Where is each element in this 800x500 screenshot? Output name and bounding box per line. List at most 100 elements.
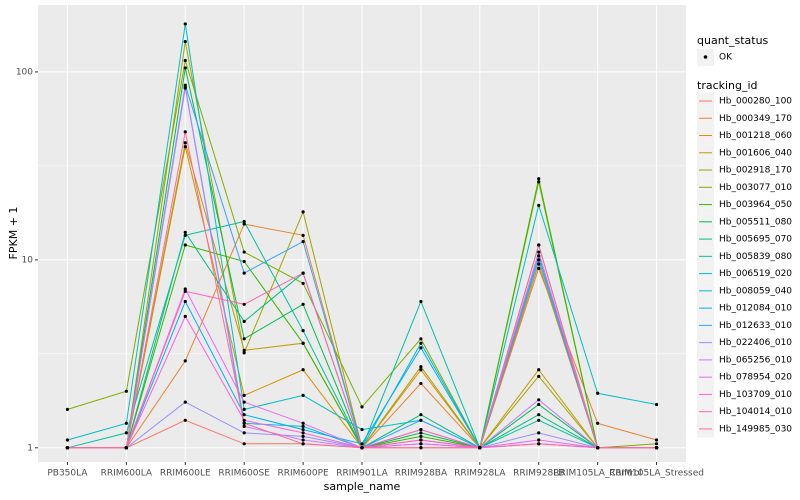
data-point [537, 442, 541, 446]
data-point [124, 389, 128, 393]
data-point [419, 346, 423, 350]
data-point [537, 438, 541, 442]
data-point [183, 58, 187, 63]
x-tick-label: PB350LA [47, 469, 88, 479]
data-point [242, 259, 246, 264]
data-point [478, 446, 482, 450]
x-tick-label: RRIM928LA [454, 469, 506, 479]
x-tick-label: RRIM600LA [101, 469, 153, 479]
data-point [596, 446, 600, 450]
y-tick-label: 10 [22, 255, 34, 265]
data-point [124, 431, 128, 435]
legend-label: OK [719, 53, 733, 63]
data-point [183, 314, 187, 319]
data-point [242, 393, 246, 397]
data-point [183, 141, 187, 145]
data-point [301, 240, 305, 244]
data-point [242, 400, 246, 404]
legend-label: Hb_000349_170 [719, 114, 792, 124]
data-point [654, 446, 659, 450]
legend-label: Hb_022406_010 [719, 338, 792, 348]
legend-label: Hb_006519_020 [719, 269, 792, 279]
data-point [124, 446, 128, 450]
data-point [242, 337, 246, 341]
legend-label: Hb_005839_080 [719, 252, 792, 262]
legend-label: Hb_012633_010 [719, 321, 792, 331]
data-point [183, 287, 187, 291]
data-point [419, 434, 423, 438]
data-point [301, 210, 305, 214]
legend-title: tracking_id [697, 79, 758, 92]
legend-title: quant_status [697, 34, 769, 47]
data-point [537, 262, 541, 266]
data-point [183, 130, 187, 134]
legend-label: Hb_003964_050 [719, 200, 792, 210]
data-point [183, 39, 187, 44]
data-point [242, 351, 246, 355]
data-point [419, 368, 423, 372]
legend-label: Hb_008059_040 [719, 286, 792, 296]
data-point [537, 180, 541, 184]
data-point [654, 402, 659, 407]
data-point [419, 299, 423, 304]
data-point [301, 431, 305, 435]
x-tick-label: RRIM600LE [160, 469, 211, 479]
data-point [183, 299, 187, 304]
data-point [301, 368, 305, 372]
data-point [537, 266, 541, 271]
data-point [183, 66, 187, 70]
data-point [537, 431, 541, 435]
data-point [301, 233, 305, 237]
legend-label: Hb_078954_020 [719, 373, 792, 383]
legend-label: Hb_012084_010 [719, 304, 792, 314]
data-point [419, 418, 423, 422]
data-point [183, 22, 187, 26]
data-point [419, 427, 423, 432]
data-point [419, 381, 423, 386]
data-point [596, 421, 600, 425]
data-point [301, 281, 305, 285]
data-point [537, 402, 541, 407]
legend-label: Hb_003077_010 [719, 183, 792, 193]
legend-label: Hb_000280_100 [719, 97, 792, 107]
legend-label: Hb_001606_040 [719, 148, 792, 158]
legend-label: Hb_103709_010 [719, 390, 792, 400]
data-point [242, 442, 246, 446]
data-point [183, 418, 187, 422]
data-point [301, 421, 305, 425]
data-point [183, 359, 187, 363]
data-point [419, 337, 423, 341]
data-point [360, 442, 364, 446]
data-point [183, 400, 187, 404]
x-tick-label: RRIM105LA_Stressed [609, 469, 704, 479]
legend-label: Hb_104014_010 [719, 407, 792, 417]
legend-point [703, 55, 708, 59]
y-tick-label: 1 [27, 443, 33, 453]
data-point [65, 446, 70, 450]
data-point [537, 243, 541, 247]
data-point [360, 446, 364, 450]
data-point [301, 442, 305, 446]
data-point [537, 418, 541, 422]
data-point [301, 424, 305, 428]
data-point [654, 438, 659, 442]
data-point [596, 391, 600, 395]
data-point [242, 219, 246, 224]
x-tick-label: RRIM928BA [395, 469, 448, 479]
data-point [242, 319, 246, 324]
data-point [183, 83, 187, 87]
data-point [419, 446, 423, 450]
data-point [301, 393, 305, 397]
data-point [242, 418, 246, 422]
x-tick-label: RRIM928LB [513, 469, 564, 479]
data-point [537, 374, 541, 378]
data-point [419, 341, 423, 345]
data-point [537, 177, 541, 181]
data-point [419, 413, 423, 417]
data-point [183, 289, 187, 293]
data-point [360, 405, 364, 409]
data-point [301, 427, 305, 432]
data-point [242, 250, 246, 254]
data-point [537, 368, 541, 372]
